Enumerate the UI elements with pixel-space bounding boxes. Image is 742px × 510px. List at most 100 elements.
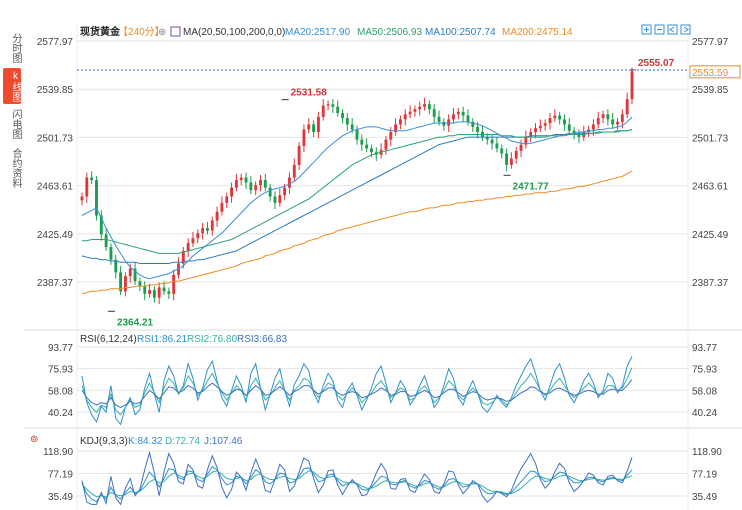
kdj-lines bbox=[81, 450, 633, 506]
candle-body bbox=[326, 104, 330, 106]
candle-body bbox=[606, 114, 610, 120]
candle-body bbox=[186, 243, 190, 251]
candle-body bbox=[543, 123, 547, 126]
candle-body bbox=[408, 111, 412, 115]
rsi-tick-right: 58.08 bbox=[692, 386, 717, 397]
candle-body bbox=[485, 137, 489, 140]
rsi-tick-left: 58.08 bbox=[48, 386, 73, 397]
candle-body bbox=[138, 281, 142, 287]
current-price-box bbox=[689, 65, 741, 79]
candle-body bbox=[259, 180, 262, 186]
zoom-in-icon[interactable] bbox=[641, 24, 652, 35]
candle-body bbox=[461, 111, 465, 116]
candle-body bbox=[143, 286, 147, 294]
candle-body bbox=[181, 250, 185, 264]
candle-body bbox=[263, 180, 267, 188]
tab-contract-info[interactable]: 合约资料 bbox=[10, 148, 21, 188]
candle-body bbox=[288, 177, 291, 188]
candle-body bbox=[225, 196, 229, 203]
ma200-line bbox=[81, 170, 633, 295]
candle-body bbox=[249, 182, 253, 191]
candle-body bbox=[403, 114, 407, 120]
candle-body bbox=[442, 121, 446, 126]
candle-body bbox=[172, 274, 176, 294]
add-indicator-icon[interactable]: ⊕ bbox=[158, 27, 166, 38]
candle-body bbox=[616, 121, 619, 125]
candle-body bbox=[466, 115, 470, 122]
kdj-settings-icon[interactable]: ⊚ bbox=[30, 434, 38, 445]
rsi3-value: RSI3:66.83 bbox=[237, 334, 287, 345]
candle-body bbox=[620, 114, 624, 122]
rsi1-value: RSI1:86.21 bbox=[137, 334, 187, 345]
annotation-label: 2555.07 bbox=[638, 58, 675, 69]
kdj-tick-left: 118.90 bbox=[43, 447, 73, 458]
candle-body bbox=[278, 195, 282, 203]
candle-body bbox=[596, 118, 600, 125]
price-tick-left: 2577.97 bbox=[37, 37, 74, 48]
kdj-title: KDJ(9,3,3) bbox=[80, 436, 128, 447]
candle-body bbox=[355, 129, 359, 140]
candle-body bbox=[591, 124, 595, 130]
move-right-icon[interactable] bbox=[680, 24, 691, 35]
candle-body bbox=[505, 153, 508, 165]
ma-settings-icon[interactable] bbox=[170, 26, 181, 37]
rsi-lines bbox=[81, 356, 633, 426]
rsi2-value: RSI2:76.80 bbox=[187, 334, 237, 345]
candle-body bbox=[418, 106, 422, 110]
candle-body bbox=[167, 291, 171, 294]
kdj-line-3 bbox=[81, 450, 633, 506]
kdj-d-value: D:72.74 bbox=[165, 436, 200, 447]
candle-body bbox=[630, 71, 634, 100]
kdj-line-1 bbox=[81, 465, 633, 503]
candle-body bbox=[123, 276, 127, 292]
annotation-label: 2471.77 bbox=[513, 181, 550, 192]
candle-body bbox=[114, 259, 118, 273]
candle-body bbox=[514, 150, 518, 159]
rsi-tick-left: 40.24 bbox=[48, 408, 73, 419]
rsi-tick-right: 93.77 bbox=[692, 343, 717, 354]
move-left-icon[interactable] bbox=[667, 24, 678, 35]
tab-flash-chart[interactable]: 闪电图 bbox=[10, 109, 21, 139]
price-tick-left: 2539.85 bbox=[37, 85, 74, 96]
candle-body bbox=[312, 124, 316, 133]
candle-body bbox=[210, 220, 214, 231]
kdj-tick-left: 77.19 bbox=[48, 470, 73, 481]
candle-body bbox=[495, 143, 499, 149]
kdj-tick-right: 77.19 bbox=[692, 470, 717, 481]
candle-body bbox=[437, 116, 441, 122]
candle-body bbox=[292, 164, 296, 178]
tab-kline[interactable]: k线图 bbox=[3, 68, 21, 104]
zoom-out-icon[interactable] bbox=[654, 24, 665, 35]
rsi-tick-left: 75.93 bbox=[48, 365, 73, 376]
ma20-value: MA20:2517.90 bbox=[285, 27, 350, 38]
price-tick-left: 2387.37 bbox=[37, 278, 74, 289]
kdj-tick-right: 118.90 bbox=[692, 447, 722, 458]
rsi-tick-left: 93.77 bbox=[48, 343, 73, 354]
kdj-line-2 bbox=[81, 470, 633, 498]
tab-timeshare[interactable]: 分时图 bbox=[10, 33, 21, 63]
price-tick-right: 2539.85 bbox=[692, 85, 729, 96]
ma50-value: MA50:2506.93 bbox=[357, 27, 422, 38]
candle-body bbox=[128, 268, 132, 277]
candle-body bbox=[95, 180, 98, 216]
candle-body bbox=[268, 187, 272, 197]
price-tick-right: 2387.37 bbox=[692, 278, 729, 289]
candle-body bbox=[534, 128, 537, 133]
candle-body bbox=[567, 124, 571, 131]
price-tick-left: 2501.73 bbox=[37, 133, 74, 144]
candle-body bbox=[99, 215, 103, 235]
candle-body bbox=[316, 116, 320, 133]
candle-body bbox=[177, 263, 180, 275]
candle-body bbox=[553, 115, 557, 119]
candle-body bbox=[254, 185, 258, 191]
candle-body bbox=[90, 177, 94, 181]
candle-body bbox=[538, 125, 542, 129]
period-label[interactable]: 【240分】 bbox=[118, 26, 165, 38]
price-tick-right: 2425.49 bbox=[692, 230, 729, 241]
candle-body bbox=[239, 177, 243, 181]
kdj-k-value: K:84.32 bbox=[128, 436, 163, 447]
ma200-value: MA200:2475.14 bbox=[502, 27, 573, 38]
candle-body bbox=[384, 139, 388, 150]
moving-average-lines bbox=[81, 116, 633, 295]
candle-body bbox=[389, 132, 393, 140]
